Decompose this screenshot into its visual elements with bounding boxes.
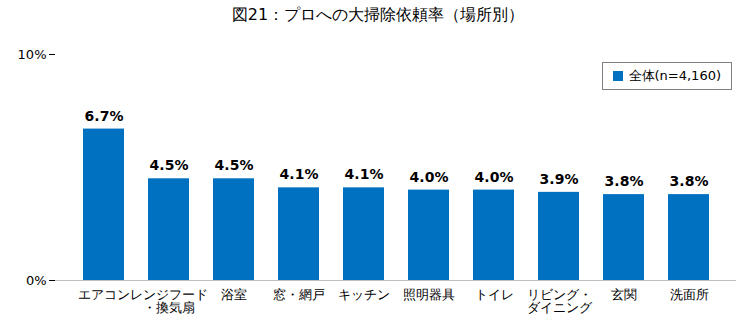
svg-text:6.7%: 6.7% bbox=[85, 108, 124, 124]
svg-text:レンジフード・換気扇: レンジフード・換気扇 bbox=[130, 287, 208, 315]
svg-text:リビング・ダイニング: リビング・ダイニング bbox=[527, 287, 593, 315]
html-text:図21：プロへの大掃除依頼率（場所別）: 図21：プロへの大掃除依頼率（場所別） bbox=[231, 5, 525, 24]
svg-text:3.9%: 3.9% bbox=[540, 171, 579, 187]
svg-text:窓・網戸: 窓・網戸 bbox=[273, 287, 325, 302]
html-text:全体(n=4,160): 全体(n=4,160) bbox=[628, 68, 721, 83]
svg-text:エアコン: エアコン bbox=[78, 287, 130, 302]
svg-text:トイレ: トイレ bbox=[475, 287, 514, 302]
svg-text:4.1%: 4.1% bbox=[280, 166, 319, 182]
svg-text:4.0%: 4.0% bbox=[410, 169, 449, 185]
svg-text:3.8%: 3.8% bbox=[605, 173, 644, 189]
svg-text:4.1%: 4.1% bbox=[345, 166, 384, 182]
svg-text:キッチン: キッチン bbox=[338, 287, 390, 302]
svg-text:0%: 0% bbox=[26, 273, 47, 288]
svg-text:4.5%: 4.5% bbox=[150, 157, 189, 173]
svg-text:4.0%: 4.0% bbox=[475, 169, 514, 185]
svg-text:玄関: 玄関 bbox=[611, 287, 637, 302]
svg-text:洗面所: 洗面所 bbox=[670, 287, 709, 302]
svg-text:10%: 10% bbox=[18, 47, 47, 62]
svg-text:照明器具: 照明器具 bbox=[403, 287, 455, 302]
svg-text:浴室: 浴室 bbox=[221, 287, 247, 302]
svg-text:3.8%: 3.8% bbox=[670, 173, 709, 189]
svg-text:4.5%: 4.5% bbox=[215, 157, 254, 173]
